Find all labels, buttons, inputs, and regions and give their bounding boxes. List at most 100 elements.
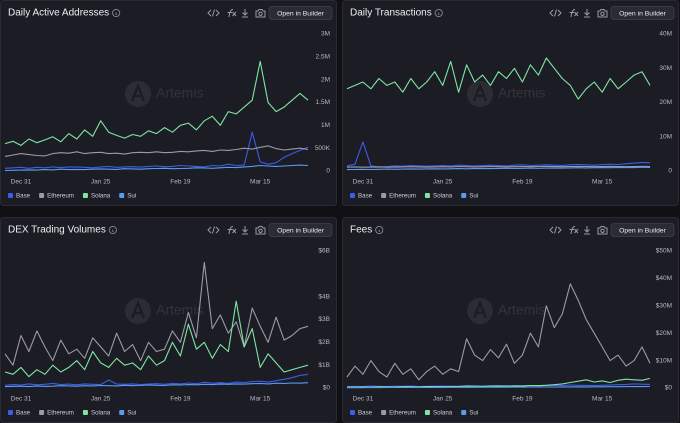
legend-label[interactable]: Base <box>16 193 31 200</box>
formula-icon[interactable] <box>569 8 579 18</box>
series-line <box>346 166 651 171</box>
legend-swatch <box>381 410 387 415</box>
legend-item[interactable]: Base <box>8 193 31 200</box>
builder-button[interactable] <box>610 6 675 20</box>
builder-button-label[interactable]: Open in Builder <box>277 10 325 17</box>
formula-icon[interactable] <box>569 225 579 235</box>
download-icon[interactable] <box>242 9 248 18</box>
legend-label[interactable]: Ethereum <box>47 410 74 417</box>
download-icon[interactable] <box>584 9 590 18</box>
embed-icon[interactable] <box>207 9 220 17</box>
legend-item[interactable]: Solana <box>424 193 453 200</box>
legend-item[interactable]: Ethereum <box>39 193 74 200</box>
legend-item[interactable]: Solana <box>82 193 111 200</box>
legend-item[interactable]: Base <box>350 193 373 200</box>
embed-icon[interactable] <box>549 9 562 17</box>
watermark-text: Artemis <box>498 85 545 101</box>
y-tick-label: $10M <box>656 357 672 364</box>
watermark: Artemis <box>467 81 545 107</box>
legend-swatch <box>8 193 13 198</box>
legend-item[interactable]: Ethereum <box>381 410 416 417</box>
series-line <box>4 300 309 378</box>
legend-item[interactable]: Sui <box>461 193 478 200</box>
watermark-logo-mark <box>472 82 488 102</box>
chart-panel: Fees Open in Builder Artemis $0 $10M $20M $30M… <box>342 217 679 423</box>
watermark-logo-mark <box>130 82 146 102</box>
builder-button-label[interactable]: Open in Builder <box>277 227 325 234</box>
builder-button[interactable] <box>268 223 333 237</box>
builder-button[interactable] <box>610 223 675 237</box>
legend-label[interactable]: Ethereum <box>389 410 416 417</box>
x-tick-label: Feb 19 <box>512 179 533 186</box>
legend-label[interactable]: Ethereum <box>47 193 74 200</box>
chart-title: Fees <box>350 225 372 236</box>
y-tick-label: $0 <box>665 385 673 392</box>
chart-title: Daily Active Addresses <box>8 8 109 19</box>
legend-label[interactable]: Solana <box>433 193 453 200</box>
series-line <box>4 131 309 169</box>
info-icon[interactable] <box>375 225 384 235</box>
legend-swatch <box>350 193 355 198</box>
formula-icon[interactable] <box>227 8 237 18</box>
legend-item[interactable]: Solana <box>82 410 111 417</box>
chart-title: Daily Transactions <box>350 8 432 19</box>
info-icon[interactable] <box>112 8 121 18</box>
panel-background <box>342 0 679 206</box>
embed-icon[interactable] <box>549 226 562 234</box>
screenshot-lens <box>258 228 263 234</box>
legend-label[interactable]: Base <box>358 410 373 417</box>
x-tick-label: Feb 19 <box>170 396 191 403</box>
formula-icon[interactable] <box>227 225 237 235</box>
chart-panel: Daily Transactions Open in Builder Artemis… <box>342 0 679 206</box>
screenshot-lens <box>600 11 605 17</box>
y-tick-label: $6B <box>318 248 330 255</box>
y-tick-label: 1.5M <box>316 99 330 106</box>
series-line <box>346 57 651 100</box>
x-tick-label: Mar 15 <box>592 396 613 403</box>
legend-label[interactable]: Base <box>16 410 31 417</box>
x-tick-label: Feb 19 <box>512 396 533 403</box>
legend-item[interactable]: Base <box>350 410 373 417</box>
legend-item[interactable]: Ethereum <box>381 193 416 200</box>
legend-label[interactable]: Sui <box>127 193 136 200</box>
legend-label[interactable]: Solana <box>433 410 453 417</box>
legend-item[interactable]: Sui <box>461 410 478 417</box>
legend-label[interactable]: Ethereum <box>389 193 416 200</box>
builder-button-label[interactable]: Open in Builder <box>619 227 667 234</box>
legend-item[interactable]: Base <box>8 410 31 417</box>
legend-item[interactable]: Solana <box>424 410 453 417</box>
y-tick-label: 10M <box>659 133 672 140</box>
embed-icon[interactable] <box>207 226 220 234</box>
info-icon[interactable] <box>434 8 443 18</box>
x-tick-label: Jan 25 <box>433 179 453 186</box>
download-icon[interactable] <box>584 226 590 235</box>
x-tick-label: Jan 25 <box>433 396 453 403</box>
screenshot-icon[interactable] <box>597 226 608 235</box>
series-line <box>346 385 651 389</box>
watermark-text: Artemis <box>156 85 203 101</box>
legend-label[interactable]: Sui <box>469 193 478 200</box>
screenshot-lens <box>258 11 263 17</box>
builder-button-label[interactable]: Open in Builder <box>619 10 667 17</box>
legend-label[interactable]: Solana <box>91 193 111 200</box>
screenshot-icon[interactable] <box>255 226 266 235</box>
legend-label[interactable]: Sui <box>127 410 136 417</box>
x-tick-label: Feb 19 <box>170 179 191 186</box>
y-tick-label: 0 <box>668 168 672 175</box>
download-icon[interactable] <box>242 226 248 235</box>
legend-label[interactable]: Solana <box>91 410 111 417</box>
legend-swatch <box>8 410 13 415</box>
screenshot-lens <box>600 228 605 234</box>
series-line <box>346 283 651 381</box>
legend-item[interactable]: Sui <box>119 193 136 200</box>
legend-item[interactable]: Ethereum <box>39 410 74 417</box>
y-tick-label: 30M <box>659 65 672 72</box>
x-tick-label: Dec 31 <box>353 396 374 403</box>
legend-item[interactable]: Sui <box>119 410 136 417</box>
legend-label[interactable]: Base <box>358 193 373 200</box>
screenshot-icon[interactable] <box>255 9 266 18</box>
legend-label[interactable]: Sui <box>469 410 478 417</box>
info-icon[interactable] <box>108 225 117 235</box>
builder-button[interactable] <box>268 6 333 20</box>
screenshot-icon[interactable] <box>597 9 608 18</box>
